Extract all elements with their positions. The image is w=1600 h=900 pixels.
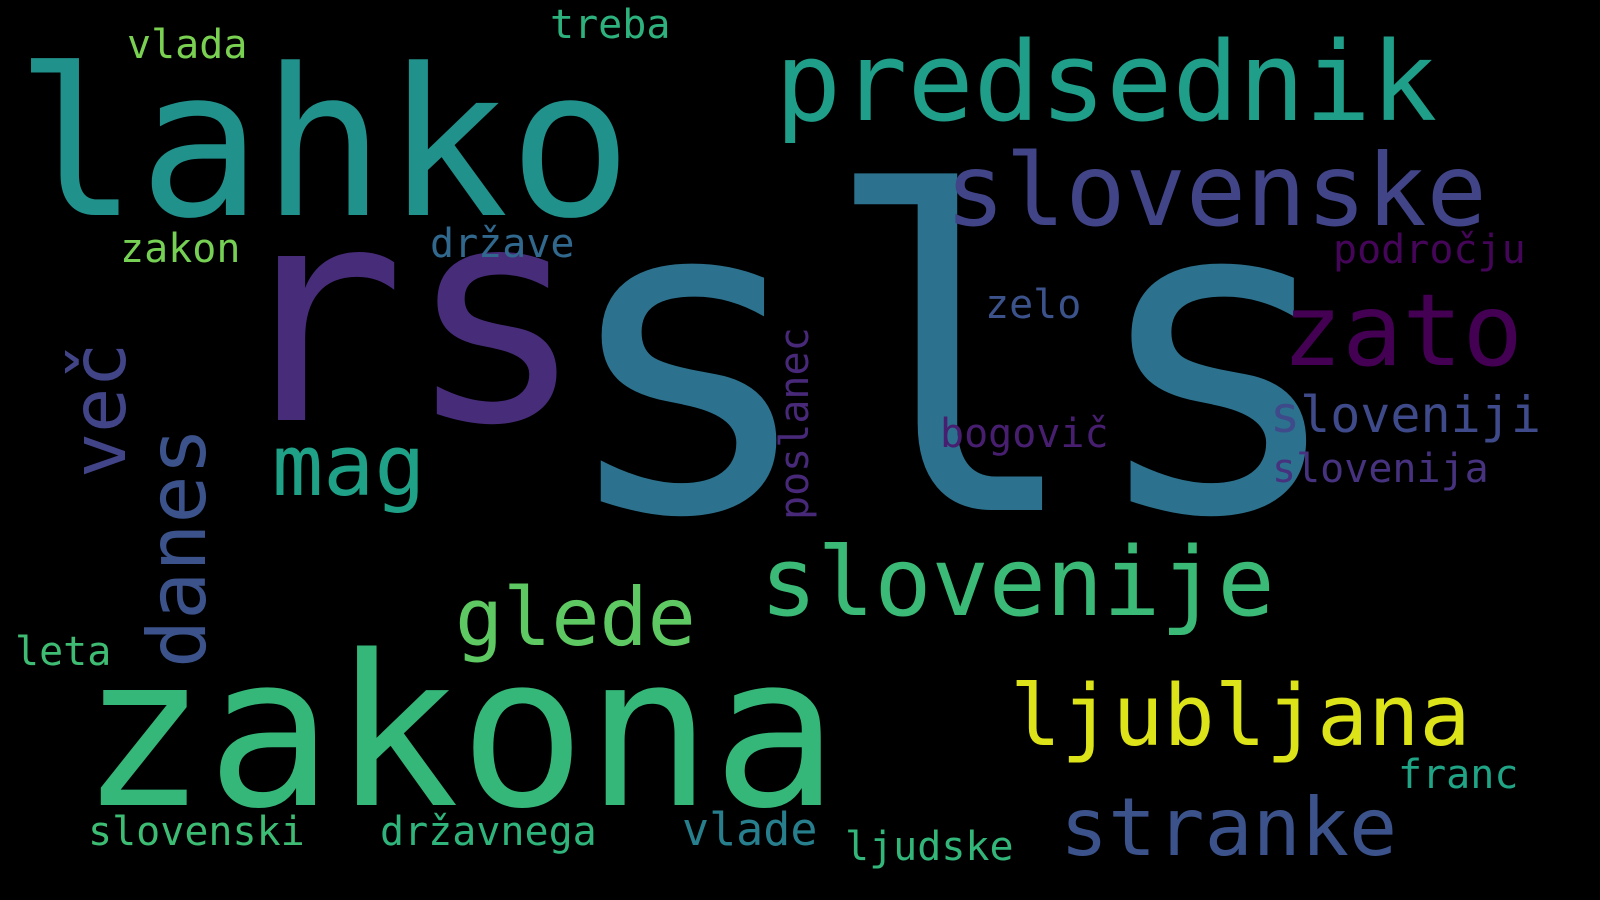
word-zelo: zelo bbox=[985, 282, 1081, 328]
word-vlada: vlada bbox=[127, 22, 247, 68]
word-glede: glede bbox=[455, 571, 696, 664]
word-treba: treba bbox=[550, 2, 670, 48]
word-slovenija: slovenija bbox=[1272, 446, 1489, 492]
word-mag: mag bbox=[272, 417, 426, 516]
word-ljubljana: ljubljana bbox=[1010, 667, 1471, 766]
word-leta: leta bbox=[15, 629, 111, 675]
word-lahko: lahko bbox=[15, 26, 632, 264]
word-rs: rs bbox=[225, 142, 586, 491]
word-sls: sls bbox=[555, 102, 1350, 614]
word-stranke: stranke bbox=[1060, 781, 1397, 874]
word-franc: franc bbox=[1398, 752, 1518, 798]
word-sloveniji: sloveniji bbox=[1270, 386, 1541, 444]
word-poslanec: poslanec bbox=[772, 327, 818, 520]
word-ljudske: ljudske bbox=[845, 824, 1014, 870]
word-zakona: zakona bbox=[80, 610, 839, 855]
word-predsednik: predsednik bbox=[775, 18, 1437, 146]
word-vec: več bbox=[55, 343, 143, 478]
word-zato: zato bbox=[1282, 272, 1523, 389]
word-vlade: vlade bbox=[682, 803, 817, 856]
word-danes: danes bbox=[131, 427, 224, 668]
word-slovenije: slovenije bbox=[760, 528, 1275, 638]
word-slovenske: slovenske bbox=[945, 132, 1487, 249]
word-slovenski: slovenski bbox=[88, 809, 305, 855]
word-bogovic: bogovič bbox=[940, 411, 1109, 457]
word-zakon: zakon bbox=[120, 226, 240, 272]
word-drzavnega: državnega bbox=[380, 809, 597, 855]
word-drzave: države bbox=[430, 221, 575, 267]
word-podrocju: področju bbox=[1333, 227, 1526, 273]
